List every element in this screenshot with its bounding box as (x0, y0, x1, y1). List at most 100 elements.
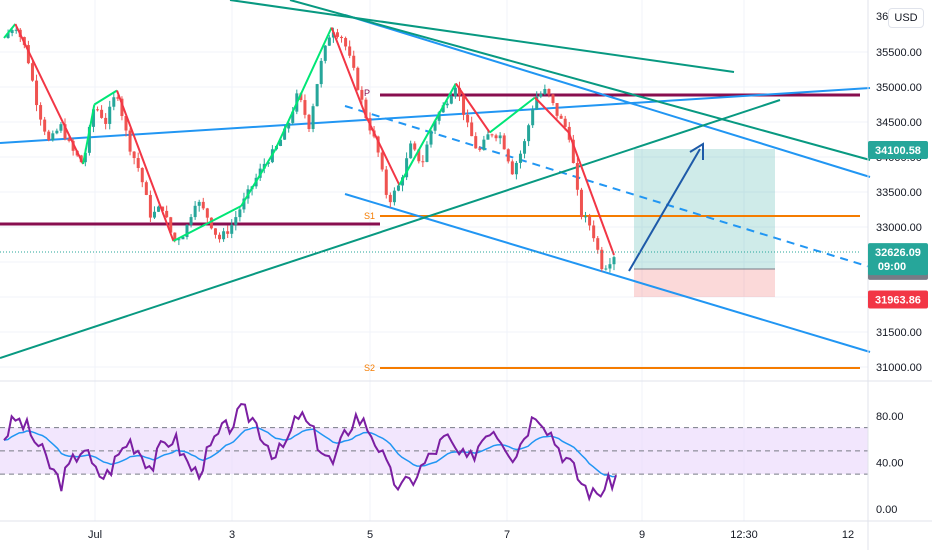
candle-body (612, 257, 616, 265)
zigzag-segment (567, 132, 615, 256)
candle-body (437, 112, 441, 121)
candle-body (543, 88, 547, 94)
time-tick-label: 3 (229, 529, 235, 541)
candle-body (197, 201, 201, 206)
candle-body (344, 38, 348, 47)
candle-body (30, 63, 34, 81)
candle-body (226, 231, 230, 234)
candle-body (193, 205, 197, 218)
candle-body (148, 194, 152, 218)
candle-body (132, 151, 136, 159)
candle-body (514, 162, 518, 175)
candle-body (307, 114, 311, 129)
candle-body (189, 217, 193, 225)
candle-body (445, 103, 449, 106)
candle-body (421, 161, 425, 163)
zigzag-segment (240, 149, 276, 207)
candle-body (327, 37, 331, 46)
candle-body (128, 130, 132, 152)
candle-body (120, 98, 124, 116)
candle-body (600, 249, 604, 270)
candle-body (563, 118, 567, 127)
trendline-green-descending (289, 0, 871, 161)
candle-body (466, 114, 470, 123)
candle-body (136, 158, 140, 169)
candle-body (433, 120, 437, 131)
candle-body (360, 89, 364, 100)
time-tick-label: Jul (88, 529, 102, 541)
rsi-line (3, 402, 617, 502)
candle-body (26, 45, 30, 64)
candle-body (490, 134, 494, 136)
candle-body (10, 30, 14, 34)
candle-body (535, 96, 539, 110)
candle-body (43, 119, 47, 132)
zigzag-segment (14, 23, 84, 165)
candle-body (478, 148, 482, 150)
rsi-pane[interactable] (0, 402, 868, 502)
candle-body (494, 135, 498, 139)
trendline-green-top (229, 0, 735, 73)
candle-body (152, 211, 156, 218)
long-position-tool[interactable] (634, 149, 775, 297)
candle-body (161, 206, 165, 211)
time-axis[interactable]: Jul 3 5 7 9 12:30 12 (88, 529, 854, 541)
currency-button[interactable]: USD (888, 8, 924, 28)
candle-body (124, 115, 128, 131)
zigzag-segment (489, 96, 536, 134)
rsi-tick-label: 40.00 (876, 458, 904, 470)
rsi-axis[interactable]: 80.00 40.00 0.00 (876, 411, 904, 516)
candle-body (396, 185, 400, 191)
price-axis[interactable]: 35500.0035000.0034500.0034000.0033500.00… (876, 47, 922, 374)
candle-body (510, 161, 514, 175)
zigzag-overlay (3, 23, 615, 256)
rsi-tick-label: 0.00 (876, 504, 897, 516)
candle-body (201, 201, 205, 209)
price-tick-label: 31000.00 (876, 362, 922, 374)
candle-body (177, 239, 181, 241)
candle-body (71, 140, 75, 151)
candle-body (555, 103, 559, 116)
time-tick-label: 12 (842, 529, 854, 541)
candlestick-series[interactable] (6, 24, 616, 273)
projection-arrow[interactable] (628, 142, 704, 272)
candle-body (213, 228, 217, 235)
candle-body (319, 60, 323, 85)
candle-body (523, 141, 527, 154)
candle-body (531, 109, 535, 126)
trendline-blue-lower (344, 193, 871, 353)
zigzag-segment (330, 27, 367, 116)
candle-body (604, 268, 608, 270)
candle-body (474, 136, 478, 149)
time-tick-label: 7 (504, 529, 510, 541)
zigzag-segment (3, 23, 17, 39)
projection-arrow-head (689, 142, 704, 160)
candle-body (417, 149, 421, 162)
candle-body (575, 163, 579, 190)
candle-body (291, 111, 295, 123)
price-tick-label: 35000.00 (876, 82, 922, 94)
trendline-blue-dashed (344, 105, 871, 268)
candle-body (91, 109, 95, 127)
zigzag-segment (82, 104, 96, 165)
target-zone (634, 149, 775, 269)
candle-body (518, 153, 522, 163)
candle-body (551, 94, 555, 104)
candle-body (283, 128, 287, 140)
trendline-green-ascending (0, 99, 781, 359)
pivot-s2-label: S2 (364, 363, 375, 373)
candle-body (596, 238, 600, 250)
candle-body (608, 264, 612, 269)
price-badge-target (868, 140, 928, 159)
candle-body (173, 232, 177, 241)
trendline-blue-descending (344, 14, 871, 178)
candle-body (67, 138, 71, 141)
candle-body (482, 139, 486, 150)
candle-body (83, 152, 87, 163)
price-badge-stop (868, 290, 928, 309)
candle-body (230, 224, 234, 234)
candle-body (47, 131, 51, 141)
candle-body (96, 109, 100, 111)
